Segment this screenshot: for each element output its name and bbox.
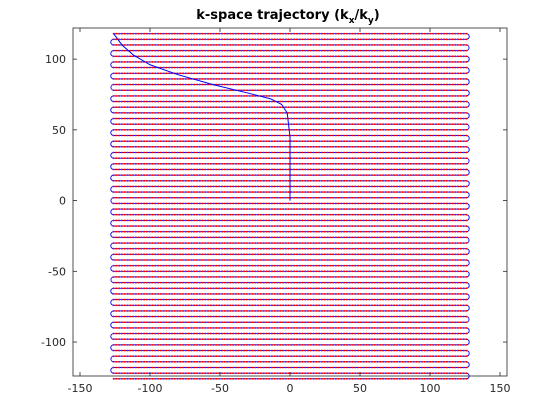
y-tick-label: -50 <box>48 265 66 278</box>
x-tick-label: 100 <box>420 382 441 395</box>
x-tick-label: -150 <box>68 382 93 395</box>
prephase-trajectory-line <box>113 33 291 201</box>
y-tick-label: 100 <box>45 53 66 66</box>
x-tick-label: -50 <box>211 382 229 395</box>
y-tick-label: -100 <box>41 336 66 349</box>
x-tick-label: 50 <box>353 382 367 395</box>
y-tick-label: 0 <box>59 195 66 208</box>
sample-layer <box>112 32 468 380</box>
x-tick-label: -100 <box>138 382 163 395</box>
chart-title: k-space trajectory (kx/ky) <box>196 8 379 26</box>
y-tick-label: 50 <box>52 124 66 137</box>
x-tick-label: 0 <box>287 382 294 395</box>
prephase-layer <box>113 33 291 201</box>
tick-layer: -150 -100 -50 0 50 100 150 -100 -50 0 50 100 <box>41 28 511 395</box>
x-tick-label: 150 <box>490 382 511 395</box>
